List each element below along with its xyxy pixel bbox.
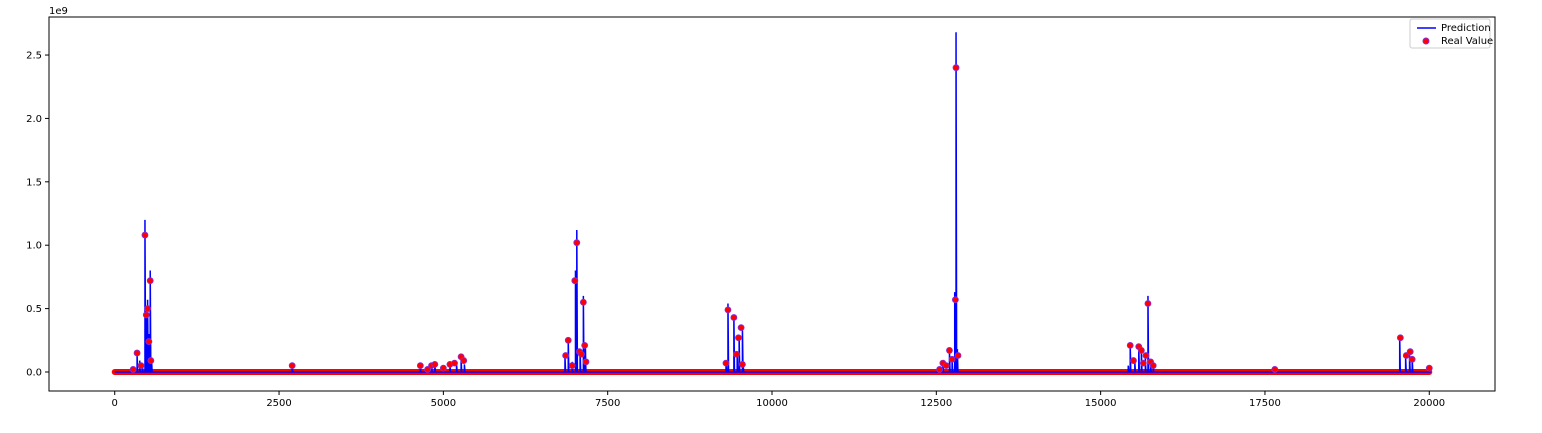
- x-tick-label: 17500: [1249, 398, 1281, 409]
- real-value-point: [737, 324, 745, 332]
- x-tick-label: 7500: [595, 398, 620, 409]
- y-offset-label: 1e9: [49, 6, 68, 17]
- real-value-point: [730, 314, 738, 321]
- real-value-point: [581, 341, 589, 349]
- real-value-point: [1142, 352, 1150, 359]
- legend-real-value-dot-icon: [1422, 37, 1430, 45]
- real-value-point: [142, 311, 150, 319]
- x-tick-label: 20000: [1413, 398, 1445, 409]
- y-tick-label: 0.0: [26, 367, 42, 378]
- real-value-point: [416, 362, 424, 370]
- real-value-point: [1271, 366, 1279, 373]
- real-value-point: [137, 362, 145, 370]
- real-value-point: [1149, 362, 1157, 370]
- real-value-point: [739, 360, 746, 368]
- real-value-point: [141, 231, 149, 239]
- x-tick-label: 0: [112, 398, 118, 409]
- real-value-point: [460, 357, 468, 364]
- real-value-point: [145, 338, 153, 345]
- real-value-point: [733, 350, 740, 358]
- real-value-point: [936, 366, 944, 373]
- real-value-point: [951, 296, 959, 304]
- real-value-point: [948, 355, 956, 363]
- real-value-point: [1126, 341, 1134, 349]
- real-value-point: [1406, 348, 1414, 356]
- y-tick-label: 2.5: [26, 51, 42, 62]
- real-value-point: [562, 352, 570, 359]
- y-tick-label: 1.5: [26, 177, 42, 188]
- real-value-point: [571, 277, 579, 285]
- real-value-point: [722, 359, 730, 367]
- real-value-point: [564, 336, 572, 344]
- y-axis: 0.0 0.5 1.0 1.5 2.0 2.5: [26, 51, 49, 378]
- real-value-point: [573, 239, 581, 247]
- real-value-point: [942, 362, 950, 370]
- real-value-point: [451, 359, 458, 367]
- legend: Prediction Real Value: [1409, 18, 1493, 49]
- real-value-point: [147, 357, 155, 364]
- real-value-point: [288, 362, 296, 370]
- real-value-point: [952, 64, 960, 72]
- real-value-point: [568, 362, 576, 370]
- prediction-line: [114, 32, 1431, 373]
- x-tick-label: 15000: [1085, 398, 1117, 409]
- legend-real-value-label: Real Value: [1441, 36, 1493, 47]
- real-value-point: [724, 306, 732, 314]
- x-tick-label: 5000: [431, 398, 456, 409]
- real-value-point: [582, 358, 590, 366]
- real-value-point: [1139, 359, 1147, 367]
- y-tick-label: 1.0: [26, 241, 42, 252]
- real-value-point: [579, 298, 587, 306]
- real-value-point: [1144, 300, 1152, 307]
- x-tick-label: 2500: [266, 398, 291, 409]
- real-value-point: [1425, 364, 1433, 372]
- real-value-point: [954, 352, 962, 359]
- real-value-point: [1137, 347, 1145, 354]
- real-value-point: [1408, 355, 1416, 363]
- real-value-point: [1130, 357, 1137, 364]
- real-value-point: [946, 347, 953, 354]
- real-value-point: [735, 334, 742, 342]
- real-value-point: [129, 366, 137, 373]
- legend-prediction-label: Prediction: [1441, 23, 1491, 34]
- real-value-point: [431, 360, 439, 368]
- real-value-point: [146, 277, 154, 285]
- x-tick-label: 12500: [920, 398, 952, 409]
- real-value-point: [1396, 334, 1404, 342]
- legend-box: [1409, 18, 1491, 49]
- real-value-point: [577, 350, 585, 358]
- y-tick-label: 2.0: [26, 114, 42, 125]
- y-tick-label: 0.5: [26, 304, 42, 315]
- real-value-point: [439, 364, 447, 372]
- x-axis: 0 2500 5000 7500 10000 12500 15000 17500 20000: [112, 391, 1445, 409]
- real-value-point: [133, 349, 141, 357]
- real-value-point: [144, 305, 151, 312]
- plot-area: [111, 32, 1433, 375]
- x-tick-label: 10000: [756, 398, 788, 409]
